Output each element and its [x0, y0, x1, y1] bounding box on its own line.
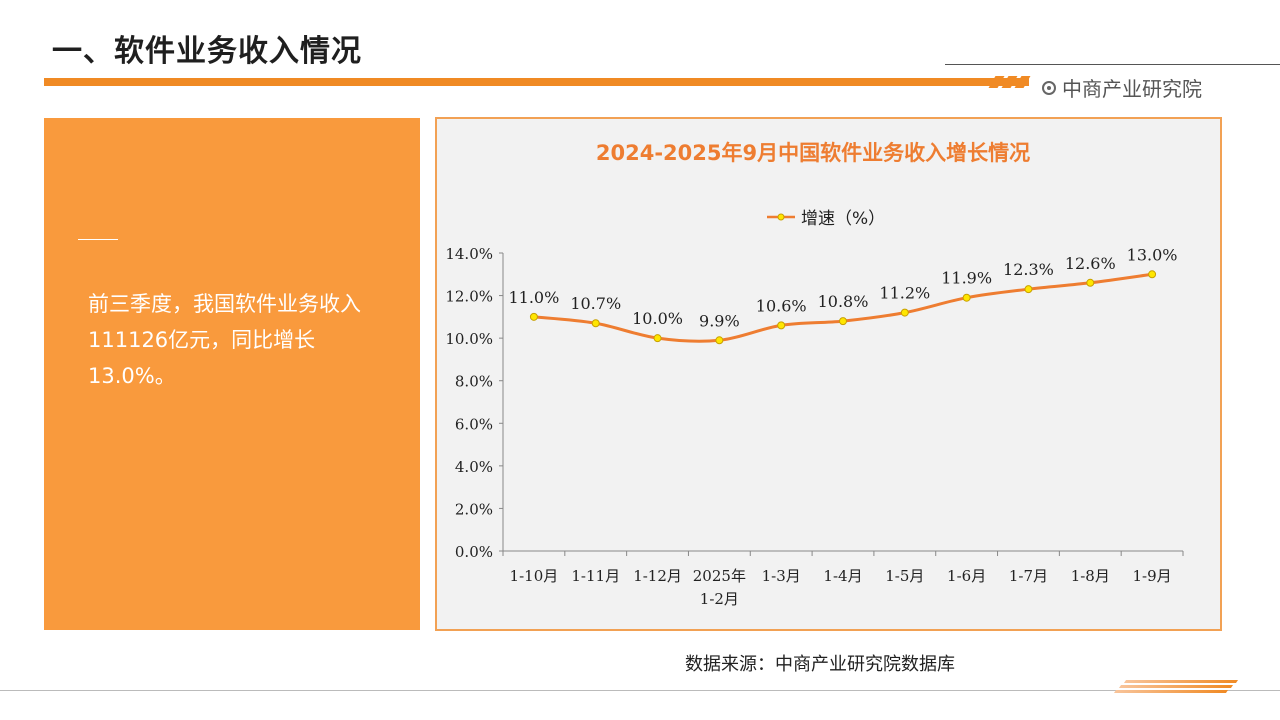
data-point	[1148, 270, 1157, 279]
footer-stripes	[1113, 680, 1239, 693]
x-tick-label: 1-5月	[885, 567, 924, 585]
data-point	[591, 319, 600, 328]
data-point	[1086, 278, 1095, 287]
page-title: 一、软件业务收入情况	[52, 34, 362, 69]
data-point	[962, 293, 971, 302]
y-tick-label: 6.0%	[455, 415, 493, 433]
title-divider-line	[945, 64, 1280, 65]
data-point	[1024, 285, 1033, 294]
x-tick-label: 1-8月	[1071, 567, 1110, 585]
brand: 中商产业研究院	[1042, 73, 1202, 102]
title-accent-bar	[44, 78, 1029, 86]
data-point	[529, 312, 538, 321]
x-tick-label: 1-10月	[510, 567, 559, 585]
x-tick-label: 1-12月	[633, 567, 682, 585]
y-tick-label: 12.0%	[445, 288, 493, 306]
legend-label: 增速（%）	[801, 209, 885, 229]
x-tick-label-line2: 1-2月	[700, 590, 739, 608]
x-tick-label: 1-6月	[947, 567, 986, 585]
y-tick-label: 0.0%	[455, 543, 493, 561]
legend-marker	[777, 213, 785, 221]
x-tick-label: 1-4月	[823, 567, 862, 585]
data-point	[653, 334, 662, 343]
data-label: 11.2%	[879, 284, 930, 303]
data-point	[900, 308, 909, 317]
data-label: 10.8%	[818, 292, 869, 311]
y-tick-label: 10.0%	[445, 330, 493, 348]
title-stripes	[988, 76, 1032, 88]
data-label: 12.3%	[1003, 260, 1054, 279]
data-label: 10.7%	[570, 294, 621, 313]
data-label: 10.0%	[632, 309, 683, 328]
chart-panel: 2024-2025年9月中国软件业务收入增长情况增速（%） 0.0% 2.0% 4.0…	[435, 117, 1222, 631]
data-point	[839, 317, 847, 326]
data-source: 数据来源：中商产业研究院数据库	[685, 654, 955, 675]
x-tick-label: 1-9月	[1133, 567, 1172, 585]
y-tick-label: 4.0%	[455, 458, 493, 476]
data-label: 11.9%	[941, 269, 992, 288]
y-tick-label: 2.0%	[455, 500, 493, 518]
summary-text: 前三季度，我国软件业务收入111126亿元，同比增长13.0%。	[88, 292, 361, 389]
brand-logo-icon	[1042, 80, 1056, 95]
x-tick-label: 1-3月	[762, 567, 801, 585]
footer-line	[0, 690, 1280, 691]
data-label: 10.6%	[756, 296, 807, 315]
x-tick-label: 1-7月	[1009, 567, 1048, 585]
chart-title: 2024-2025年9月中国软件业务收入增长情况	[596, 141, 1030, 165]
data-label: 13.0%	[1127, 245, 1178, 264]
data-point	[777, 321, 786, 330]
data-label: 9.9%	[699, 311, 740, 330]
y-tick-label: 8.0%	[455, 373, 493, 391]
data-label: 12.6%	[1065, 254, 1116, 273]
summary-rule	[78, 239, 118, 240]
x-tick-label: 2025年	[693, 567, 746, 585]
summary-panel: 前三季度，我国软件业务收入111126亿元，同比增长13.0%。	[44, 118, 420, 630]
brand-name: 中商产业研究院	[1062, 77, 1202, 101]
y-tick-label: 14.0%	[445, 245, 493, 263]
data-point	[715, 336, 724, 345]
data-label: 11.0%	[508, 288, 559, 307]
x-tick-label: 1-11月	[571, 567, 620, 585]
